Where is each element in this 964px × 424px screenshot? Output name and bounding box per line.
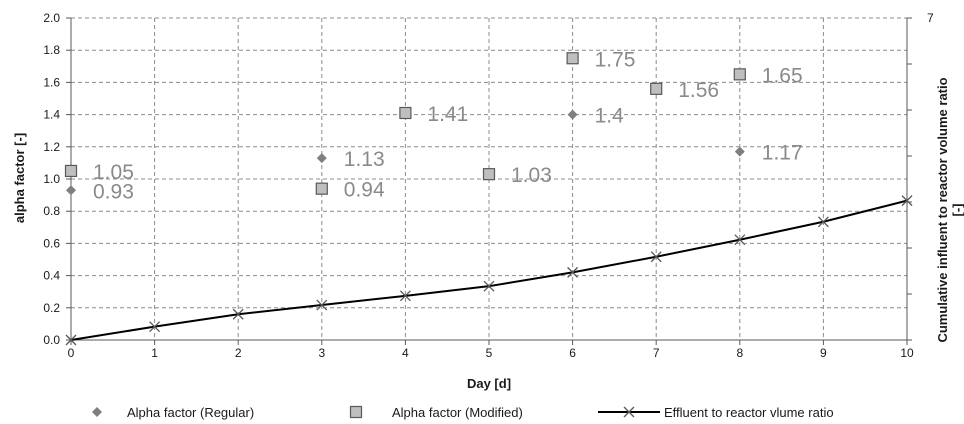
legend: Alpha factor (Regular) Alpha factor (Modi… xyxy=(92,405,834,420)
data-labels: 0.93 1.13 1.4 1.17 1.05 0.94 1.41 1.03 1.75 1.56 1… xyxy=(93,48,803,203)
x-tick-label: 5 xyxy=(486,346,493,360)
y-tick-label: 1.6 xyxy=(43,75,60,89)
data-label: 1.4 xyxy=(595,105,625,128)
y-tick-label: 2.0 xyxy=(43,11,60,25)
legend-item: Effluent to reactor vlume ratio xyxy=(598,405,834,420)
legend-swatch-x xyxy=(623,406,635,418)
x-marker-stroke xyxy=(734,234,746,246)
series-diamond xyxy=(66,109,745,196)
point-alpha-regular xyxy=(567,109,578,120)
point-alpha-modified xyxy=(399,106,412,120)
point-effluent-ratio xyxy=(734,234,746,246)
legend-swatch-square xyxy=(349,405,363,419)
y-tick-label: 0.8 xyxy=(43,204,60,218)
x-tick-label: 7 xyxy=(653,346,660,360)
data-label: 1.56 xyxy=(678,79,719,102)
point-alpha-modified xyxy=(566,52,579,65)
x-tick-label: 2 xyxy=(235,346,242,360)
point-alpha-regular xyxy=(316,153,327,164)
y-tick-label: 1.8 xyxy=(43,43,60,57)
y-tick-label: 0.2 xyxy=(43,301,60,315)
x-tick-label: 0 xyxy=(68,346,75,360)
grid xyxy=(71,17,908,340)
x-marker-stroke xyxy=(650,251,662,263)
point-effluent-ratio xyxy=(567,266,579,278)
y-tick-label: 1.0 xyxy=(43,172,60,186)
y-tick-label: 0.4 xyxy=(43,269,60,283)
y-tick-label: 0.0 xyxy=(43,333,60,347)
data-label: 1.65 xyxy=(762,64,803,87)
x-marker-stroke xyxy=(149,321,161,333)
x-marker-stroke xyxy=(316,299,328,311)
point-effluent-ratio xyxy=(65,334,77,346)
y-tick-label: 1.2 xyxy=(43,140,60,154)
legend-swatch-diamond xyxy=(92,407,102,417)
y2-axis-title-unit: [-] xyxy=(950,204,964,217)
x-tick-label: 6 xyxy=(569,346,576,360)
point-alpha-modified xyxy=(733,68,746,81)
point-alpha-regular xyxy=(734,146,745,157)
point-effluent-ratio xyxy=(817,216,829,228)
x-tick-label: 1 xyxy=(151,346,158,360)
data-label: 1.17 xyxy=(762,142,803,165)
point-effluent-ratio xyxy=(316,299,328,311)
x-marker-stroke xyxy=(901,195,913,207)
y2-axis-title: Cumulative influent to reactor volume ra… xyxy=(935,77,950,342)
y-tick-label: 1.4 xyxy=(43,108,60,122)
legend-item: Alpha factor (Modified) xyxy=(349,405,523,420)
y2-tick-labels: 7 xyxy=(927,11,934,25)
point-alpha-regular xyxy=(66,185,76,196)
series-layer xyxy=(64,52,913,346)
x-tick-label: 4 xyxy=(402,346,409,360)
point-effluent-ratio xyxy=(650,251,662,263)
x-marker-stroke xyxy=(567,266,579,278)
y2-tick-label: 7 xyxy=(927,11,934,25)
point-alpha-modified xyxy=(482,168,496,181)
legend-label: Alpha factor (Modified) xyxy=(392,405,523,420)
y-axis-title: alpha factor [-] xyxy=(12,133,27,223)
x-tick-labels: 0 1 2 3 4 5 6 7 8 9 10 xyxy=(68,346,914,360)
data-label: 0.93 xyxy=(93,180,134,203)
y-tick-labels: 0.0 0.2 0.4 0.6 0.8 1.0 1.2 1.4 1.6 1.8 2.0 xyxy=(43,11,60,347)
x-tick-label: 8 xyxy=(736,346,743,360)
data-label: 1.13 xyxy=(344,148,385,171)
data-label: 1.75 xyxy=(595,48,636,71)
data-label: 0.94 xyxy=(344,179,385,202)
series-x xyxy=(65,195,913,346)
legend-item: Alpha factor (Regular) xyxy=(92,405,254,420)
point-effluent-ratio xyxy=(901,195,913,207)
x-axis-title: Day [d] xyxy=(467,376,511,391)
data-label: 1.03 xyxy=(511,164,552,187)
data-label: 1.41 xyxy=(427,103,468,126)
axes xyxy=(66,17,912,345)
point-effluent-ratio xyxy=(399,290,411,302)
x-marker-stroke xyxy=(399,290,411,302)
legend-label: Alpha factor (Regular) xyxy=(127,405,254,420)
point-alpha-modified xyxy=(650,82,663,95)
y-tick-label: 0.6 xyxy=(43,236,60,250)
point-effluent-ratio xyxy=(149,321,161,333)
point-alpha-modified xyxy=(64,164,78,178)
point-effluent-ratio xyxy=(232,308,244,320)
x-marker-stroke xyxy=(483,280,495,292)
series-square xyxy=(64,52,746,195)
point-effluent-ratio xyxy=(483,280,495,292)
x-marker-stroke xyxy=(65,334,77,346)
x-marker-stroke xyxy=(232,308,244,320)
x-tick-label: 10 xyxy=(900,346,914,360)
x-tick-label: 3 xyxy=(318,346,325,360)
data-label: 1.05 xyxy=(93,161,134,184)
point-alpha-modified xyxy=(315,182,328,195)
x-marker-stroke xyxy=(817,216,829,228)
x-marker-stroke xyxy=(623,406,635,418)
x-tick-label: 9 xyxy=(820,346,827,360)
legend-label: Effluent to reactor vlume ratio xyxy=(664,405,834,420)
